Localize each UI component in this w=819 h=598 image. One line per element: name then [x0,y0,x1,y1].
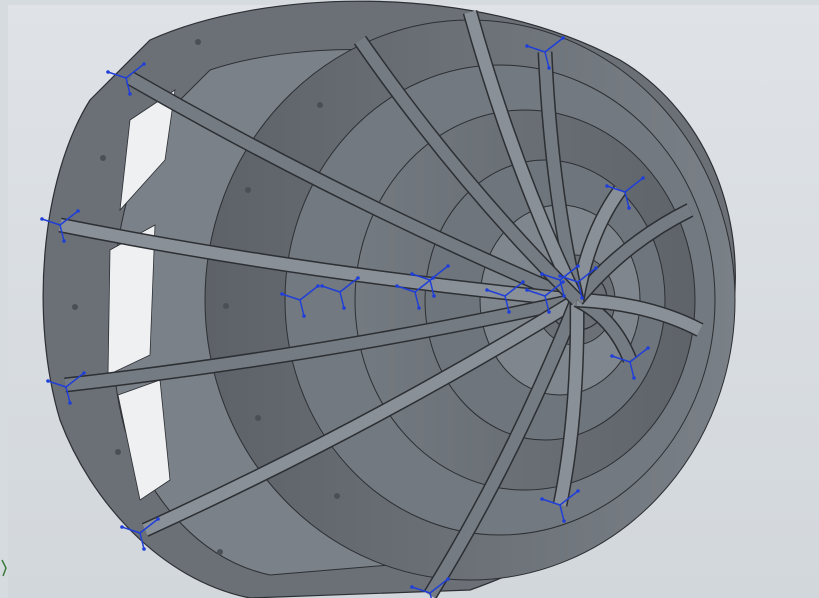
coordinate-triad-icon [280,284,320,318]
hole [255,415,261,421]
feature-tree-edge-icon [1,559,7,577]
coordinate-triad-icon [46,371,86,405]
coordinate-triad-icon [485,280,525,314]
coordinate-triad-icon [610,346,650,380]
coordinate-triad-icon [525,36,565,70]
hole [100,155,106,161]
coordinate-triad-icon [540,489,580,523]
coordinate-triad-icon [120,517,160,551]
rib-face [64,294,579,391]
hole [223,303,229,309]
rib-face [424,297,583,598]
coordinate-triad-icon [558,266,598,300]
coordinate-triad-icon [605,176,645,210]
rib-face [127,72,580,306]
hole [245,187,251,193]
ribs-group[interactable] [58,9,704,598]
coordinate-triad-icon [106,62,146,96]
hole [72,304,78,310]
rib-face [142,294,581,536]
rib-face [572,204,693,304]
ring-holes [72,39,340,555]
hole [317,102,323,108]
coordinate-triad-icon [525,280,565,314]
coordinate-triad-icon [40,209,80,243]
hole [195,39,201,45]
rib-face [355,36,582,305]
hole [334,493,340,499]
rib-face [58,219,578,306]
coordinate-triad-icon [410,264,450,298]
rib-face [554,299,584,507]
coordinate-triad-icon [40,36,650,598]
rib-face [464,10,583,303]
inner-discs[interactable] [204,19,736,581]
hole [217,549,223,555]
rib-face [576,294,703,336]
coordinate-triad-icon [540,264,580,298]
coordinate-triad-icon [410,577,450,598]
hole [115,449,121,455]
coordinate-triad-icon [320,276,360,310]
